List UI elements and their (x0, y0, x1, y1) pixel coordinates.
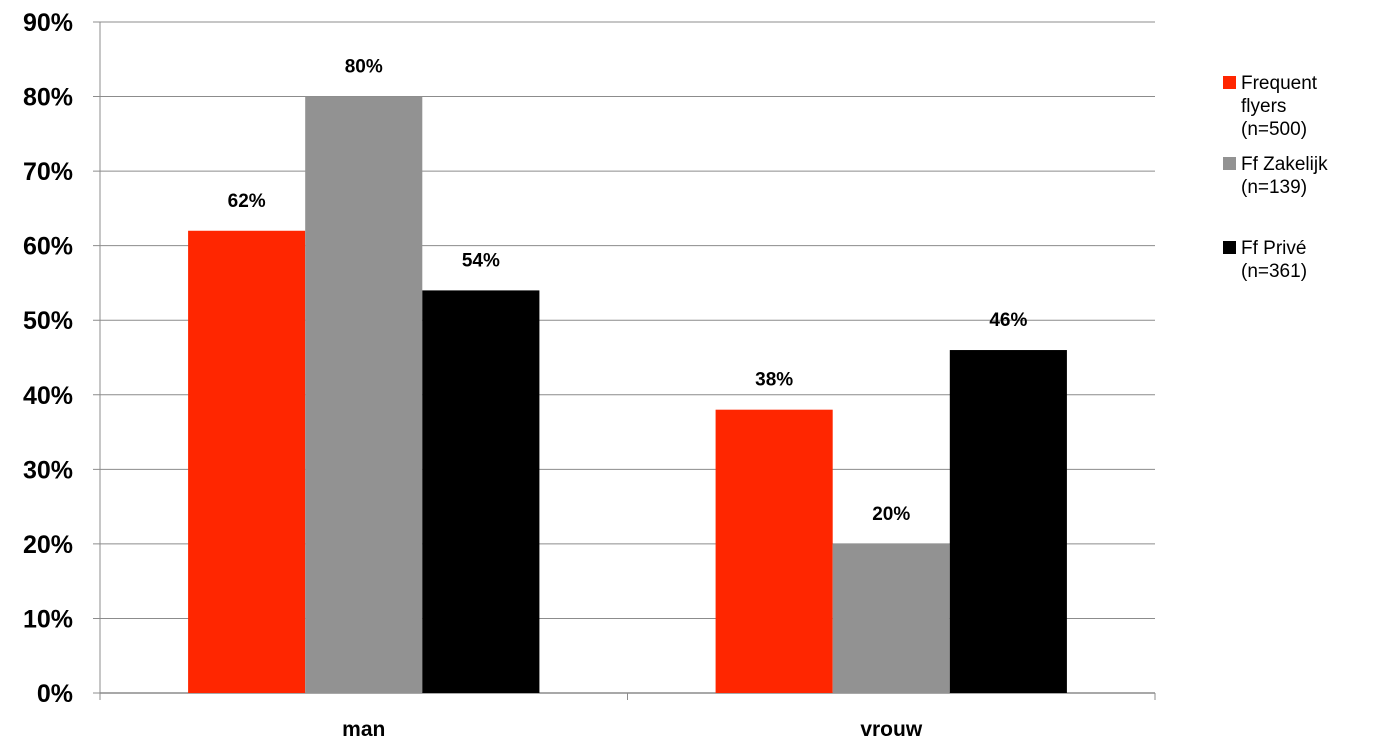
legend-item-ff-prive: Ff Privé (n=361) (1223, 237, 1378, 283)
bars (188, 96, 1067, 694)
y-tick-label: 40% (23, 382, 73, 410)
x-tick-label: vrouw (860, 718, 923, 741)
bar (422, 290, 540, 693)
data-label: 20% (872, 504, 910, 525)
data-labels: 62% 38% 80% 20% 54% 46% (228, 57, 1028, 525)
data-label: 62% (228, 191, 266, 212)
y-tick-label: 70% (23, 158, 73, 186)
y-tick-label: 30% (23, 456, 73, 484)
legend-label: Ff Privé (n=361) (1241, 238, 1308, 282)
y-tick-label: 80% (23, 84, 73, 112)
y-tick-label: 60% (23, 233, 73, 261)
legend-label: Ff Zakelijk (n=139) (1241, 154, 1328, 198)
data-label: 80% (345, 57, 383, 78)
data-label: 46% (989, 310, 1027, 331)
bar (715, 409, 833, 693)
bar (832, 543, 950, 693)
legend: Frequent flyers (n=500) Ff Zakelijk (n=1… (1223, 72, 1378, 283)
legend-swatch (1223, 76, 1236, 89)
bar (188, 230, 306, 693)
bar (305, 96, 423, 694)
legend-swatch (1223, 157, 1236, 170)
legend-item-ff-zakelijk: Ff Zakelijk (n=139) (1223, 153, 1378, 199)
y-axis: 0% 10% 20% 30% 40% 50% 60% 70% 80% 90% (23, 9, 101, 708)
x-tick-label: man (342, 718, 385, 741)
y-tick-label: 20% (23, 531, 73, 559)
legend-swatch (1223, 241, 1236, 254)
x-axis: man vrouw (99, 692, 1156, 741)
y-tick-label: 90% (23, 9, 73, 37)
legend-item-frequent-flyers: Frequent flyers (n=500) (1223, 72, 1378, 141)
data-label: 54% (462, 250, 500, 271)
bar (949, 350, 1067, 693)
data-label: 38% (755, 370, 793, 391)
legend-label: Frequent flyers (n=500) (1241, 73, 1318, 140)
y-tick-label: 10% (23, 605, 73, 633)
y-tick-label: 50% (23, 307, 73, 335)
y-tick-label: 0% (37, 680, 73, 708)
